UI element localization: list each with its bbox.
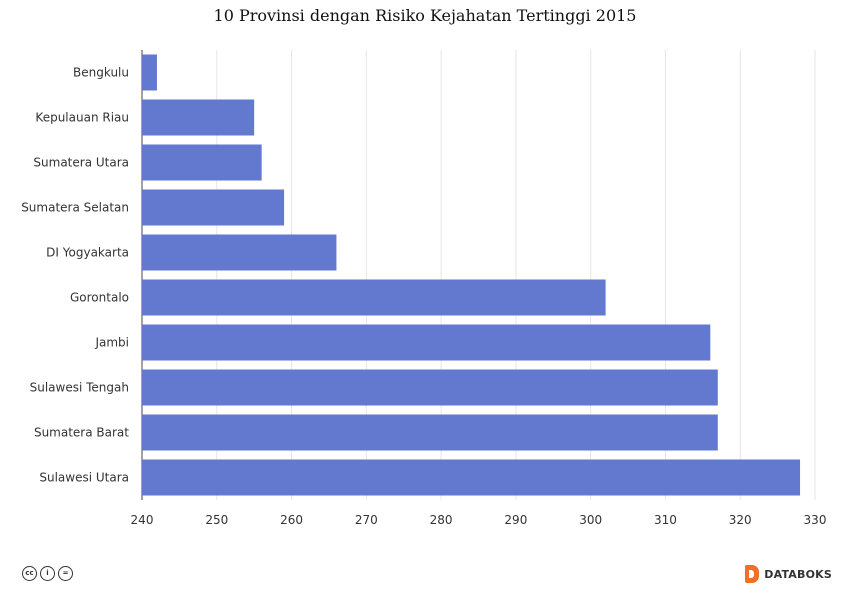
databoks-logo-icon xyxy=(745,565,760,583)
x-tick-label: 320 xyxy=(729,513,752,527)
x-tick-label: 250 xyxy=(205,513,228,527)
license-icons: cc i = xyxy=(22,566,73,581)
chart-title: 10 Provinsi dengan Risiko Kejahatan Tert… xyxy=(213,6,637,25)
bar[interactable] xyxy=(142,189,285,226)
nd-icon[interactable]: = xyxy=(58,566,73,581)
category-labels: Bengkulu Kepulauan Riau Sumatera Utara Suma… xyxy=(21,66,129,485)
x-tick-label: 300 xyxy=(579,513,602,527)
x-tick-label: 280 xyxy=(430,513,453,527)
x-tick-label: 260 xyxy=(280,513,303,527)
category-label: Sumatera Selatan xyxy=(21,201,129,215)
bar[interactable] xyxy=(142,414,718,451)
bar[interactable] xyxy=(142,279,606,316)
bar[interactable] xyxy=(142,324,711,361)
category-label: Kepulauan Riau xyxy=(35,111,129,125)
x-tick-label: 310 xyxy=(654,513,677,527)
bar[interactable] xyxy=(142,369,718,406)
category-label: DI Yogyakarta xyxy=(46,246,129,260)
category-label: Sulawesi Utara xyxy=(39,471,129,485)
category-label: Gorontalo xyxy=(70,291,129,305)
x-tick-label: 290 xyxy=(504,513,527,527)
brand-logo-area[interactable]: DATABOKS xyxy=(745,565,832,583)
bar[interactable] xyxy=(142,54,157,91)
category-label: Jambi xyxy=(94,336,129,350)
bar[interactable] xyxy=(142,234,337,271)
brand-name: DATABOKS xyxy=(764,567,832,581)
x-tick-label: 270 xyxy=(355,513,378,527)
x-tick-labels: 240 250 260 270 280 290 300 310 320 330 xyxy=(131,513,827,527)
by-icon[interactable]: i xyxy=(40,566,55,581)
category-label: Sumatera Barat xyxy=(34,426,129,440)
category-label: Sulawesi Tengah xyxy=(30,381,129,395)
x-tick-label: 330 xyxy=(804,513,827,527)
bars xyxy=(142,54,801,496)
x-tick-label: 240 xyxy=(131,513,154,527)
category-label: Sumatera Utara xyxy=(33,156,129,170)
bar[interactable] xyxy=(142,99,255,136)
bar[interactable] xyxy=(142,144,262,181)
bar[interactable] xyxy=(142,459,801,496)
category-label: Bengkulu xyxy=(73,66,129,80)
cc-icon[interactable]: cc xyxy=(22,566,37,581)
